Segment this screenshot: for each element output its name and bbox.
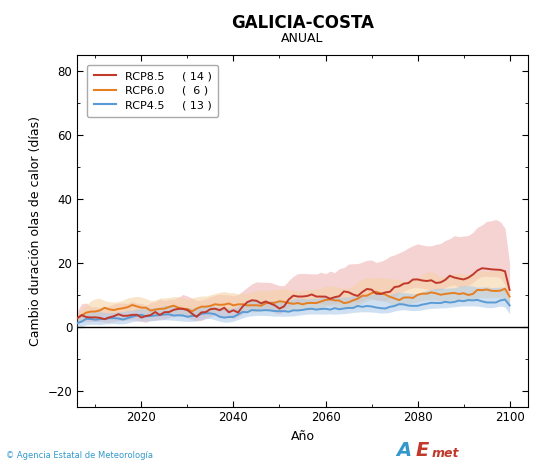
Y-axis label: Cambio duración olas de calor (días): Cambio duración olas de calor (días): [29, 116, 42, 346]
Text: met: met: [432, 447, 459, 460]
Text: E: E: [415, 441, 428, 460]
Text: A: A: [396, 441, 411, 460]
X-axis label: Año: Año: [290, 430, 315, 443]
Text: © Agencia Estatal de Meteorología: © Agencia Estatal de Meteorología: [6, 451, 152, 460]
Text: ANUAL: ANUAL: [281, 32, 324, 45]
Text: GALICIA-COSTA: GALICIA-COSTA: [231, 14, 374, 32]
Legend: RCP8.5     ( 14 ), RCP6.0     (  6 ), RCP4.5     ( 13 ): RCP8.5 ( 14 ), RCP6.0 ( 6 ), RCP4.5 ( 13…: [87, 65, 218, 117]
